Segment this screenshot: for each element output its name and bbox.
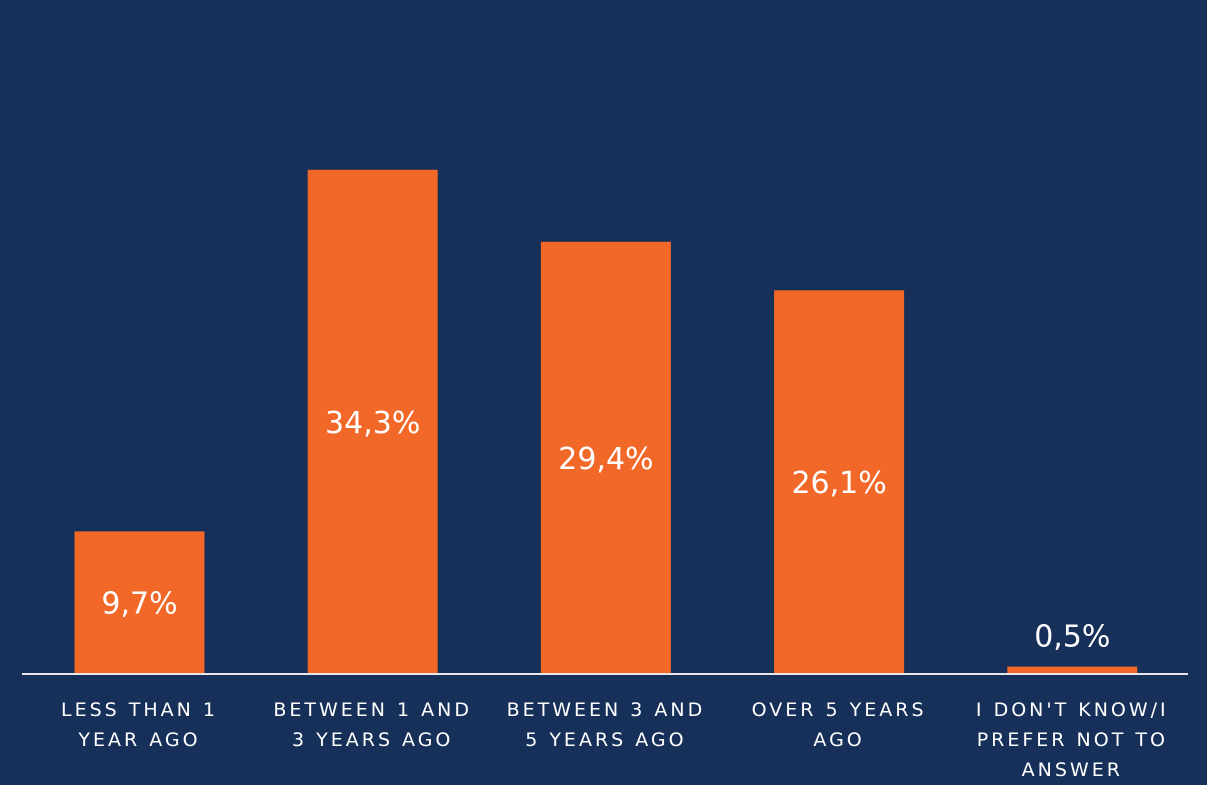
bar-5	[1007, 666, 1138, 674]
bar-2	[307, 169, 438, 675]
category-label-line: AGO	[813, 729, 864, 751]
category-label-line: BETWEEN 1 AND	[273, 699, 472, 721]
category-label-line: YEAR AGO	[77, 729, 200, 751]
category-label-line: BETWEEN 3 AND	[507, 699, 706, 721]
category-labels-group: LESS THAN 1 YEAR AGO BETWEEN 1 AND 3 YEARS …	[61, 699, 1169, 781]
category-label-line: ANSWER	[1022, 759, 1123, 781]
category-label-line: LESS THAN 1	[61, 699, 218, 721]
category-label-line: I DON'T KNOW/I	[976, 699, 1169, 721]
category-label-line: OVER 5 YEARS	[752, 699, 927, 721]
bars-group: 9,7% 34,3% 29,4% 26,1% 0,5%	[74, 169, 1138, 675]
category-label-line: 3 YEARS AGO	[292, 729, 453, 751]
category-label-line: 5 YEARS AGO	[525, 729, 686, 751]
category-label-1: LESS THAN 1 YEAR AGO	[61, 699, 218, 751]
category-label-5: I DON'T KNOW/I PREFER NOT TO ANSWER	[976, 699, 1169, 781]
category-label-2: BETWEEN 1 AND 3 YEARS AGO	[273, 699, 472, 751]
bar-value-label-4: 26,1%	[791, 466, 886, 501]
bar-1	[74, 531, 205, 674]
bar-value-label-1: 9,7%	[101, 587, 177, 622]
bar-3	[540, 241, 671, 675]
bar-4	[774, 290, 905, 674]
category-label-3: BETWEEN 3 AND 5 YEARS AGO	[507, 699, 706, 751]
bar-value-label-2: 34,3%	[325, 406, 420, 441]
bar-value-label-5: 0,5%	[1034, 620, 1110, 655]
category-label-4: OVER 5 YEARS AGO	[752, 699, 927, 751]
bar-value-label-3: 29,4%	[558, 442, 653, 477]
category-label-line: PREFER NOT TO	[977, 729, 1168, 751]
